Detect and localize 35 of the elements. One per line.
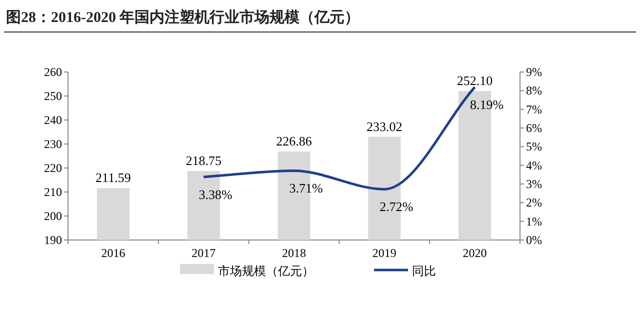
x-tick-label: 2020 xyxy=(462,246,487,260)
y2-tick-label: 4% xyxy=(526,158,542,172)
y-tick-label: 190 xyxy=(44,233,62,247)
y-tick-label: 210 xyxy=(44,185,62,199)
y-tick-label: 230 xyxy=(44,137,62,151)
data-label: 252.10 xyxy=(456,72,493,88)
data-label: 218.75 xyxy=(186,153,222,168)
y2-tick-label: 9% xyxy=(526,65,542,79)
chart-title: 图28：2016-2020 年国内注塑机行业市场规模（亿元） xyxy=(6,8,360,26)
data-label: 8.19% xyxy=(470,97,504,112)
y-tick-label: 240 xyxy=(44,113,62,127)
data-label: 2.72% xyxy=(380,199,414,214)
data-label: 3.38% xyxy=(198,186,233,202)
y2-tick-label: 3% xyxy=(526,177,542,191)
x-tick-label: 2018 xyxy=(282,246,306,260)
y2-tick-label: 8% xyxy=(526,84,542,98)
y2-tick-label: 6% xyxy=(526,121,542,135)
y-tick-label: 250 xyxy=(44,89,62,103)
y2-tick-label: 5% xyxy=(526,140,542,154)
data-label: 233.02 xyxy=(366,118,402,134)
legend-label: 市场规模（亿元） xyxy=(218,264,314,278)
y-tick-label: 260 xyxy=(44,65,62,79)
data-label: 226.86 xyxy=(276,134,312,149)
y2-tick-label: 2% xyxy=(526,196,542,210)
y2-tick-label: 1% xyxy=(526,214,542,228)
legend-label: 同比 xyxy=(412,264,436,278)
x-tick-label: 2019 xyxy=(372,246,396,260)
y-tick-label: 220 xyxy=(44,161,62,175)
data-label: 211.59 xyxy=(96,170,131,186)
y-tick-label: 200 xyxy=(44,209,62,223)
y2-tick-label: 0% xyxy=(526,233,542,247)
x-tick-label: 2017 xyxy=(192,246,216,260)
y2-tick-label: 7% xyxy=(526,102,542,116)
x-tick-label: 2016 xyxy=(101,246,126,260)
data-label: 3.71% xyxy=(289,180,323,196)
